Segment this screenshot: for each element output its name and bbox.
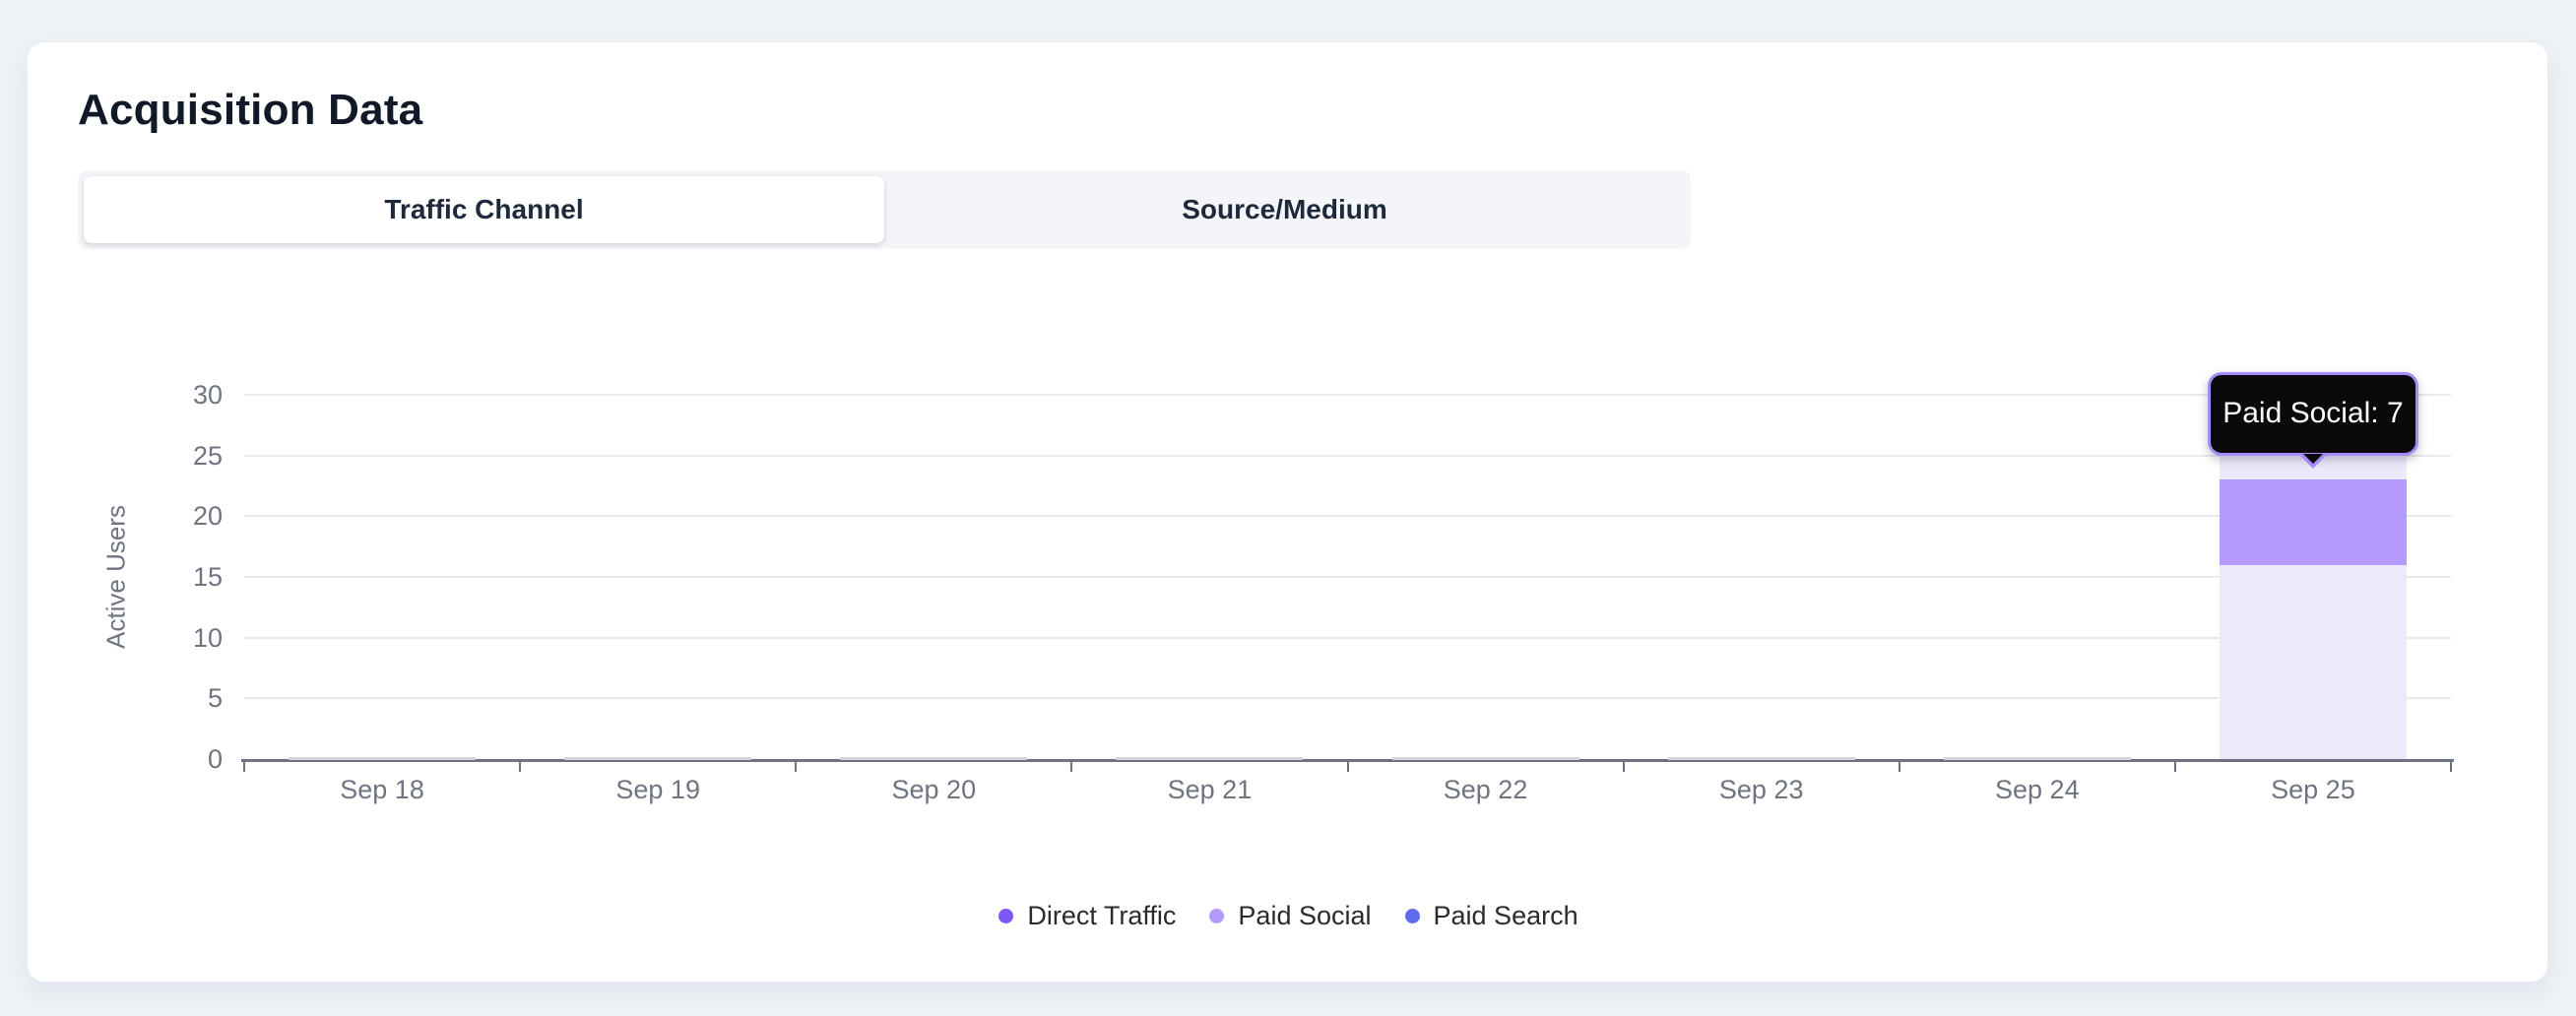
x-tick-mark xyxy=(2450,759,2452,772)
x-tick-mark xyxy=(795,759,798,772)
legend-dot-paid-social xyxy=(1209,909,1225,923)
legend-dot-paid-search xyxy=(1404,909,1420,923)
tooltip-caret-fill xyxy=(2302,453,2323,464)
y-tick-label: 5 xyxy=(207,683,223,714)
gridline xyxy=(244,394,2451,396)
y-tick-label: 0 xyxy=(207,744,223,774)
x-tick-label: Sep 25 xyxy=(2271,775,2355,804)
trace-bar[interactable] xyxy=(564,757,752,760)
bar-segment-paid-social[interactable] xyxy=(2219,479,2407,565)
trace-bar[interactable] xyxy=(1943,757,2131,760)
x-tick-label: Sep 24 xyxy=(1995,775,2080,804)
x-tick-mark xyxy=(1622,759,1625,772)
x-tick-label: Sep 22 xyxy=(1443,775,1528,804)
legend-item-paid-search[interactable]: Paid Search xyxy=(1404,901,1578,931)
chart-area: Active Users 0 5 10 15 20 25 30 Sep 18 Sep 19 Sep … xyxy=(28,42,2549,984)
x-tick-label: Sep 21 xyxy=(1167,775,1253,804)
y-tick-label: 30 xyxy=(192,380,223,410)
trace-bar[interactable] xyxy=(1391,757,1579,760)
gridline xyxy=(244,576,2451,578)
acquisition-card: Acquisition Data Traffic Channel Source/… xyxy=(27,41,2548,983)
page-title: Acquisition Data xyxy=(78,86,423,134)
tab-source-medium[interactable]: Source/Medium xyxy=(884,176,1685,243)
legend-label: Paid Search xyxy=(1433,901,1578,930)
legend-item-paid-social[interactable]: Paid Social xyxy=(1209,901,1372,931)
x-tick-label: Sep 18 xyxy=(340,775,424,804)
x-tick-mark xyxy=(1070,759,1073,772)
x-tick-mark xyxy=(2173,759,2176,772)
tab-traffic-channel-label: Traffic Channel xyxy=(384,194,584,224)
legend-item-direct-traffic[interactable]: Direct Traffic xyxy=(998,901,1176,931)
trace-bar[interactable] xyxy=(1116,757,1304,760)
chart-tooltip: Paid Social: 7 xyxy=(2207,371,2418,469)
trace-bar[interactable] xyxy=(840,757,1028,760)
y-tick-label: 25 xyxy=(192,440,223,471)
x-tick-mark xyxy=(519,759,522,772)
x-tick-label: Sep 20 xyxy=(891,775,977,804)
gridline xyxy=(244,454,2451,457)
x-tick-label: Sep 23 xyxy=(1718,775,1804,804)
x-tick-mark xyxy=(1898,759,1900,772)
tab-traffic-channel[interactable]: Traffic Channel xyxy=(84,176,884,243)
tooltip-text: Paid Social: 7 xyxy=(2222,397,2404,430)
y-tick-label: 10 xyxy=(192,622,223,653)
legend-label: Direct Traffic xyxy=(1027,901,1177,930)
chart-legend: Direct Traffic Paid Social Paid Search xyxy=(28,901,2549,931)
y-tick-label: 20 xyxy=(192,501,223,532)
y-tick-label: 15 xyxy=(192,562,223,592)
gridline xyxy=(244,697,2451,700)
legend-label: Paid Social xyxy=(1238,901,1372,930)
y-axis-title: Active Users xyxy=(100,505,131,649)
x-tick-label: Sep 19 xyxy=(615,775,700,804)
trace-bar[interactable] xyxy=(289,757,477,760)
gridline xyxy=(244,636,2451,639)
bar-segment-direct-traffic[interactable] xyxy=(2219,564,2407,759)
x-tick-mark xyxy=(243,759,245,772)
gridline xyxy=(244,515,2451,518)
tab-bar: Traffic Channel Source/Medium xyxy=(78,170,1691,249)
legend-dot-direct-traffic xyxy=(998,909,1014,923)
trace-bar[interactable] xyxy=(1667,757,1855,760)
x-tick-mark xyxy=(1346,759,1349,772)
tab-source-medium-label: Source/Medium xyxy=(1182,194,1387,224)
